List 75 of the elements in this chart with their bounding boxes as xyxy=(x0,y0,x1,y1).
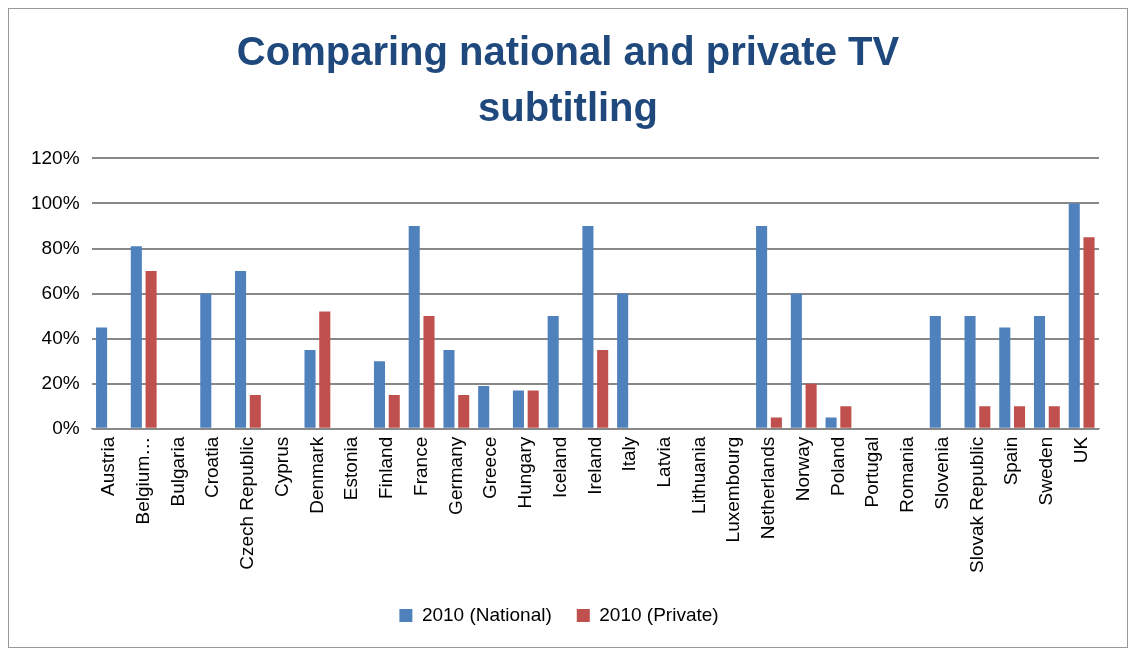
x-tick-label: Latvia xyxy=(653,436,675,488)
x-tick-label: Sweden xyxy=(1035,436,1057,506)
bar xyxy=(929,316,941,428)
bar xyxy=(319,311,331,428)
bar xyxy=(145,271,157,428)
x-tick-label: Denmark xyxy=(305,436,327,514)
y-tick-label: 80% xyxy=(41,236,80,258)
legend-label: 2010 (Private) xyxy=(599,603,719,625)
x-tick-label: Portugal xyxy=(861,436,883,508)
chart-title: Comparing national and private TV subtitling xyxy=(235,28,901,131)
y-tick-label: 60% xyxy=(41,281,80,303)
bar xyxy=(512,390,524,428)
bar xyxy=(458,394,470,428)
x-tick-label: Belgium… xyxy=(131,436,153,525)
bar xyxy=(1033,316,1046,428)
bar xyxy=(373,361,386,428)
bar xyxy=(840,406,852,428)
x-tick-label: Poland xyxy=(826,436,848,496)
bar xyxy=(235,271,247,428)
x-tick-label: Cyprus xyxy=(270,436,292,497)
bar xyxy=(825,417,837,428)
bar xyxy=(790,293,802,428)
x-tick-label: Greece xyxy=(479,436,501,500)
bar xyxy=(1083,237,1095,428)
x-tick-label: Croatia xyxy=(201,436,223,499)
bar xyxy=(597,349,609,428)
bar xyxy=(617,293,629,428)
x-tick-label: Spain xyxy=(1000,436,1022,486)
bar xyxy=(443,349,455,428)
bar xyxy=(1068,203,1080,428)
x-tick-label: UK xyxy=(1069,436,1091,464)
bar xyxy=(527,390,539,428)
x-tick-label: Romania xyxy=(896,436,918,513)
bar xyxy=(582,225,594,428)
x-tick-label: Czech Republic xyxy=(236,436,258,570)
x-tick-label: Lithuania xyxy=(687,436,709,514)
x-tick-label: Ireland xyxy=(583,436,605,495)
bar xyxy=(423,316,435,428)
x-tick-label: Finland xyxy=(375,436,397,500)
bar xyxy=(388,394,400,428)
x-tick-label: France xyxy=(409,436,431,496)
x-tick-label: Iceland xyxy=(548,436,570,499)
x-tick-label: Slovak Republic xyxy=(965,436,987,574)
bar xyxy=(96,327,108,428)
x-tick-label: Germany xyxy=(444,436,466,515)
x-tick-label: Austria xyxy=(97,436,119,496)
legend-label: 2010 (National) xyxy=(421,603,552,625)
x-tick-label: Hungary xyxy=(514,436,536,509)
y-tick-label: 20% xyxy=(41,371,80,393)
bar xyxy=(1048,406,1060,428)
bar xyxy=(979,406,991,428)
x-tick-label: Bulgaria xyxy=(166,436,188,507)
x-tick-label: Norway xyxy=(791,436,813,502)
y-tick-label: 120% xyxy=(30,146,80,168)
bar xyxy=(1014,406,1026,428)
bar xyxy=(547,316,559,428)
y-tick-label: 100% xyxy=(30,191,80,213)
x-tick-label: Estonia xyxy=(340,436,362,501)
bar xyxy=(408,225,420,428)
bar xyxy=(999,327,1011,428)
x-tick-label: Netherlands xyxy=(757,436,779,540)
bar xyxy=(805,383,817,428)
bar xyxy=(756,225,768,428)
x-tick-label: Italy xyxy=(618,436,640,472)
x-tick-label: Luxembourg xyxy=(722,436,744,543)
bar xyxy=(200,293,212,428)
y-tick-label: 40% xyxy=(41,326,80,348)
bar xyxy=(249,394,261,428)
y-tick-label: 0% xyxy=(52,417,80,438)
bar xyxy=(770,417,782,428)
x-tick-label: Slovenia xyxy=(930,436,952,510)
bar xyxy=(964,316,976,428)
bar xyxy=(130,246,142,428)
bar xyxy=(478,385,490,428)
bar xyxy=(304,349,316,428)
